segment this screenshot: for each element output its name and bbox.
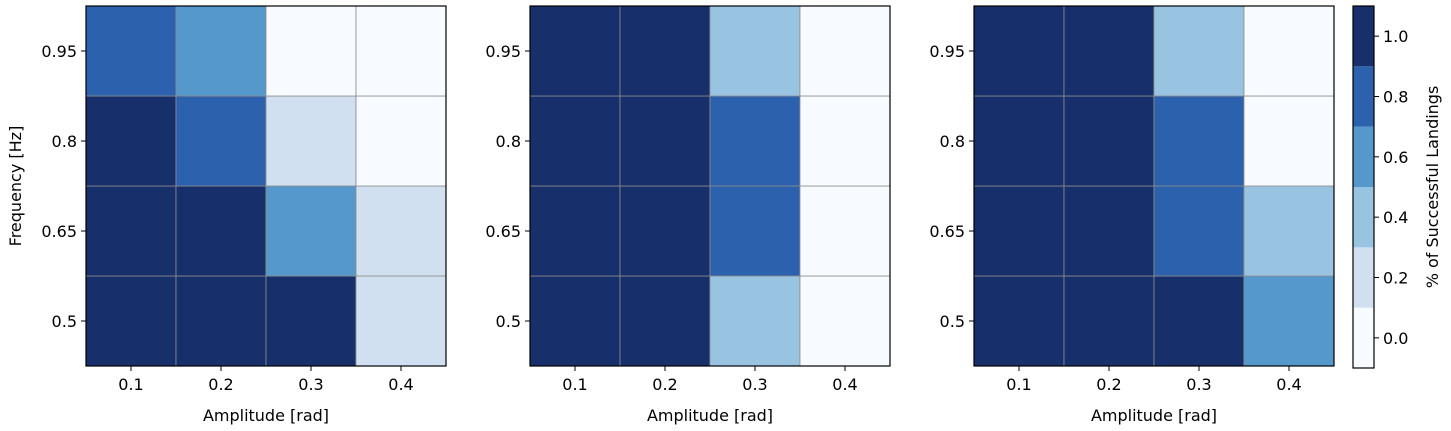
heatmap-cell <box>619 275 711 367</box>
x-tick-label: 0.3 <box>1186 375 1211 394</box>
x-axis-label: Amplitude [rad] <box>1091 406 1217 425</box>
heatmap-cell <box>355 5 447 97</box>
heatmap-cell <box>265 95 357 187</box>
y-tick-label: 0.8 <box>496 132 521 151</box>
heatmap-cell <box>1243 275 1335 367</box>
heatmap-cell <box>619 185 711 277</box>
heatmap-cell <box>709 5 801 97</box>
heatmap-cell <box>709 275 801 367</box>
y-axis-label: Frequency [Hz] <box>6 126 25 247</box>
colorbar-tick-label: 0.2 <box>1383 269 1408 288</box>
x-tick-label: 0.3 <box>742 375 767 394</box>
heatmap-cell <box>85 5 177 97</box>
heatmap-cell <box>1063 95 1155 187</box>
x-tick-label: 0.1 <box>118 375 143 394</box>
heatmap-cell <box>799 275 891 367</box>
colorbar-frame <box>1352 5 1375 369</box>
heatmap-cell <box>85 95 177 187</box>
heatmap-cell <box>529 185 621 277</box>
heatmap-cell <box>265 5 357 97</box>
heatmap-cell <box>529 5 621 97</box>
heatmap-cell <box>1153 5 1245 97</box>
y-tick-label: 0.65 <box>485 222 521 241</box>
y-tick-label: 0.95 <box>41 42 77 61</box>
colorbar-tick-label: 0.8 <box>1383 88 1408 107</box>
y-tick-label: 0.5 <box>52 312 77 331</box>
heatmap-cell <box>85 185 177 277</box>
heatmap-cell <box>175 185 267 277</box>
heatmap-cell <box>799 95 891 187</box>
panel-frame <box>529 5 891 367</box>
heatmap-cell <box>175 95 267 187</box>
heatmap-cell <box>1063 185 1155 277</box>
heatmap-cell <box>1063 275 1155 367</box>
heatmap-cell <box>709 185 801 277</box>
colorbar-bin <box>1353 247 1374 308</box>
x-tick-label: 0.4 <box>832 375 857 394</box>
x-tick-label: 0.4 <box>1276 375 1301 394</box>
x-tick-label: 0.3 <box>298 375 323 394</box>
x-tick-label: 0.4 <box>388 375 413 394</box>
colorbar-bin <box>1353 66 1374 127</box>
heatmap-cell <box>529 275 621 367</box>
heatmap-cell <box>355 95 447 187</box>
heatmap-cell <box>265 275 357 367</box>
heatmap-cell <box>1243 95 1335 187</box>
y-tick-label: 0.8 <box>52 132 77 151</box>
heatmap-cell <box>799 185 891 277</box>
colorbar-bin <box>1353 307 1374 368</box>
y-tick-label: 0.65 <box>41 222 77 241</box>
x-axis-label: Amplitude [rad] <box>647 406 773 425</box>
colorbar-tick-label: 0.4 <box>1383 208 1408 227</box>
x-tick-label: 0.2 <box>208 375 233 394</box>
panel-frame <box>973 5 1335 367</box>
heatmap-cell <box>709 95 801 187</box>
x-tick-label: 0.1 <box>1006 375 1031 394</box>
heatmap-cell <box>973 185 1065 277</box>
colorbar-bin <box>1353 126 1374 187</box>
y-tick-label: 0.95 <box>929 42 965 61</box>
x-tick-label: 0.2 <box>652 375 677 394</box>
heatmap-cell <box>175 275 267 367</box>
heatmap-cell <box>1243 5 1335 97</box>
heatmap-cell <box>355 185 447 277</box>
heatmap-cell <box>619 95 711 187</box>
colorbar-tick-label: 0.0 <box>1383 329 1408 348</box>
heatmap-cell <box>1153 185 1245 277</box>
heatmap-cell <box>973 5 1065 97</box>
heatmap-cell <box>619 5 711 97</box>
heatmap-cell <box>973 95 1065 187</box>
panel-frame <box>85 5 447 367</box>
heatmap-cell <box>1063 5 1155 97</box>
heatmap-cell <box>799 5 891 97</box>
heatmap-cell <box>973 275 1065 367</box>
colorbar-tick-label: 0.6 <box>1383 148 1408 167</box>
heatmap-cell <box>1153 275 1245 367</box>
colorbar-label: % of Successful Landings <box>1423 86 1442 289</box>
heatmap-cell <box>85 275 177 367</box>
heatmap-cell <box>1243 185 1335 277</box>
y-tick-label: 0.95 <box>485 42 521 61</box>
colorbar-bin <box>1353 6 1374 67</box>
colorbar-bin <box>1353 187 1374 248</box>
y-tick-label: 0.5 <box>496 312 521 331</box>
heatmap-cell <box>175 5 267 97</box>
y-tick-label: 0.5 <box>940 312 965 331</box>
heatmap-cell <box>1153 95 1245 187</box>
heatmap-cell <box>529 95 621 187</box>
x-tick-label: 0.2 <box>1096 375 1121 394</box>
x-tick-label: 0.1 <box>562 375 587 394</box>
colorbar-tick-label: 1.0 <box>1383 27 1408 46</box>
heatmap-cell <box>355 275 447 367</box>
x-axis-label: Amplitude [rad] <box>203 406 329 425</box>
y-tick-label: 0.65 <box>929 222 965 241</box>
heatmap-cell <box>265 185 357 277</box>
y-tick-label: 0.8 <box>940 132 965 151</box>
